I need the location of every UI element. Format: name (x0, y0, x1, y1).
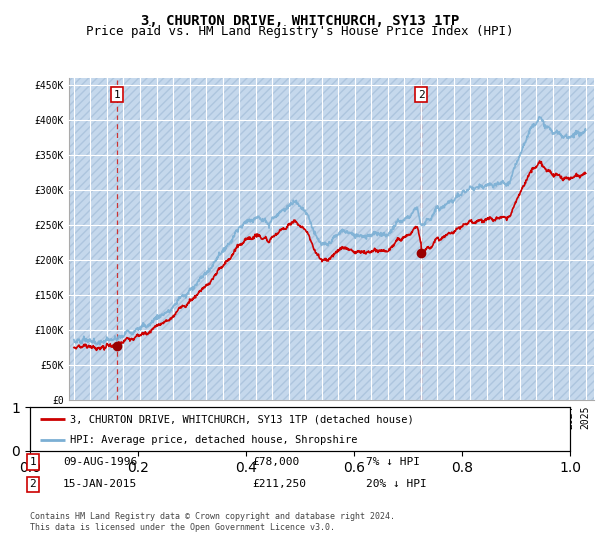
Text: 3, CHURTON DRIVE, WHITCHURCH, SY13 1TP (detached house): 3, CHURTON DRIVE, WHITCHURCH, SY13 1TP (… (71, 414, 414, 424)
Text: £78,000: £78,000 (252, 457, 299, 467)
Text: HPI: Average price, detached house, Shropshire: HPI: Average price, detached house, Shro… (71, 435, 358, 445)
Text: 1: 1 (29, 457, 37, 467)
Text: 2: 2 (418, 90, 425, 100)
Text: Contains HM Land Registry data © Crown copyright and database right 2024.
This d: Contains HM Land Registry data © Crown c… (30, 512, 395, 532)
Text: 7% ↓ HPI: 7% ↓ HPI (366, 457, 420, 467)
Text: 20% ↓ HPI: 20% ↓ HPI (366, 479, 427, 489)
Text: 3, CHURTON DRIVE, WHITCHURCH, SY13 1TP: 3, CHURTON DRIVE, WHITCHURCH, SY13 1TP (141, 14, 459, 28)
Text: £211,250: £211,250 (252, 479, 306, 489)
Text: Price paid vs. HM Land Registry's House Price Index (HPI): Price paid vs. HM Land Registry's House … (86, 25, 514, 38)
Text: 15-JAN-2015: 15-JAN-2015 (63, 479, 137, 489)
Text: 2: 2 (29, 479, 37, 489)
Text: 09-AUG-1996: 09-AUG-1996 (63, 457, 137, 467)
Text: 1: 1 (113, 90, 120, 100)
